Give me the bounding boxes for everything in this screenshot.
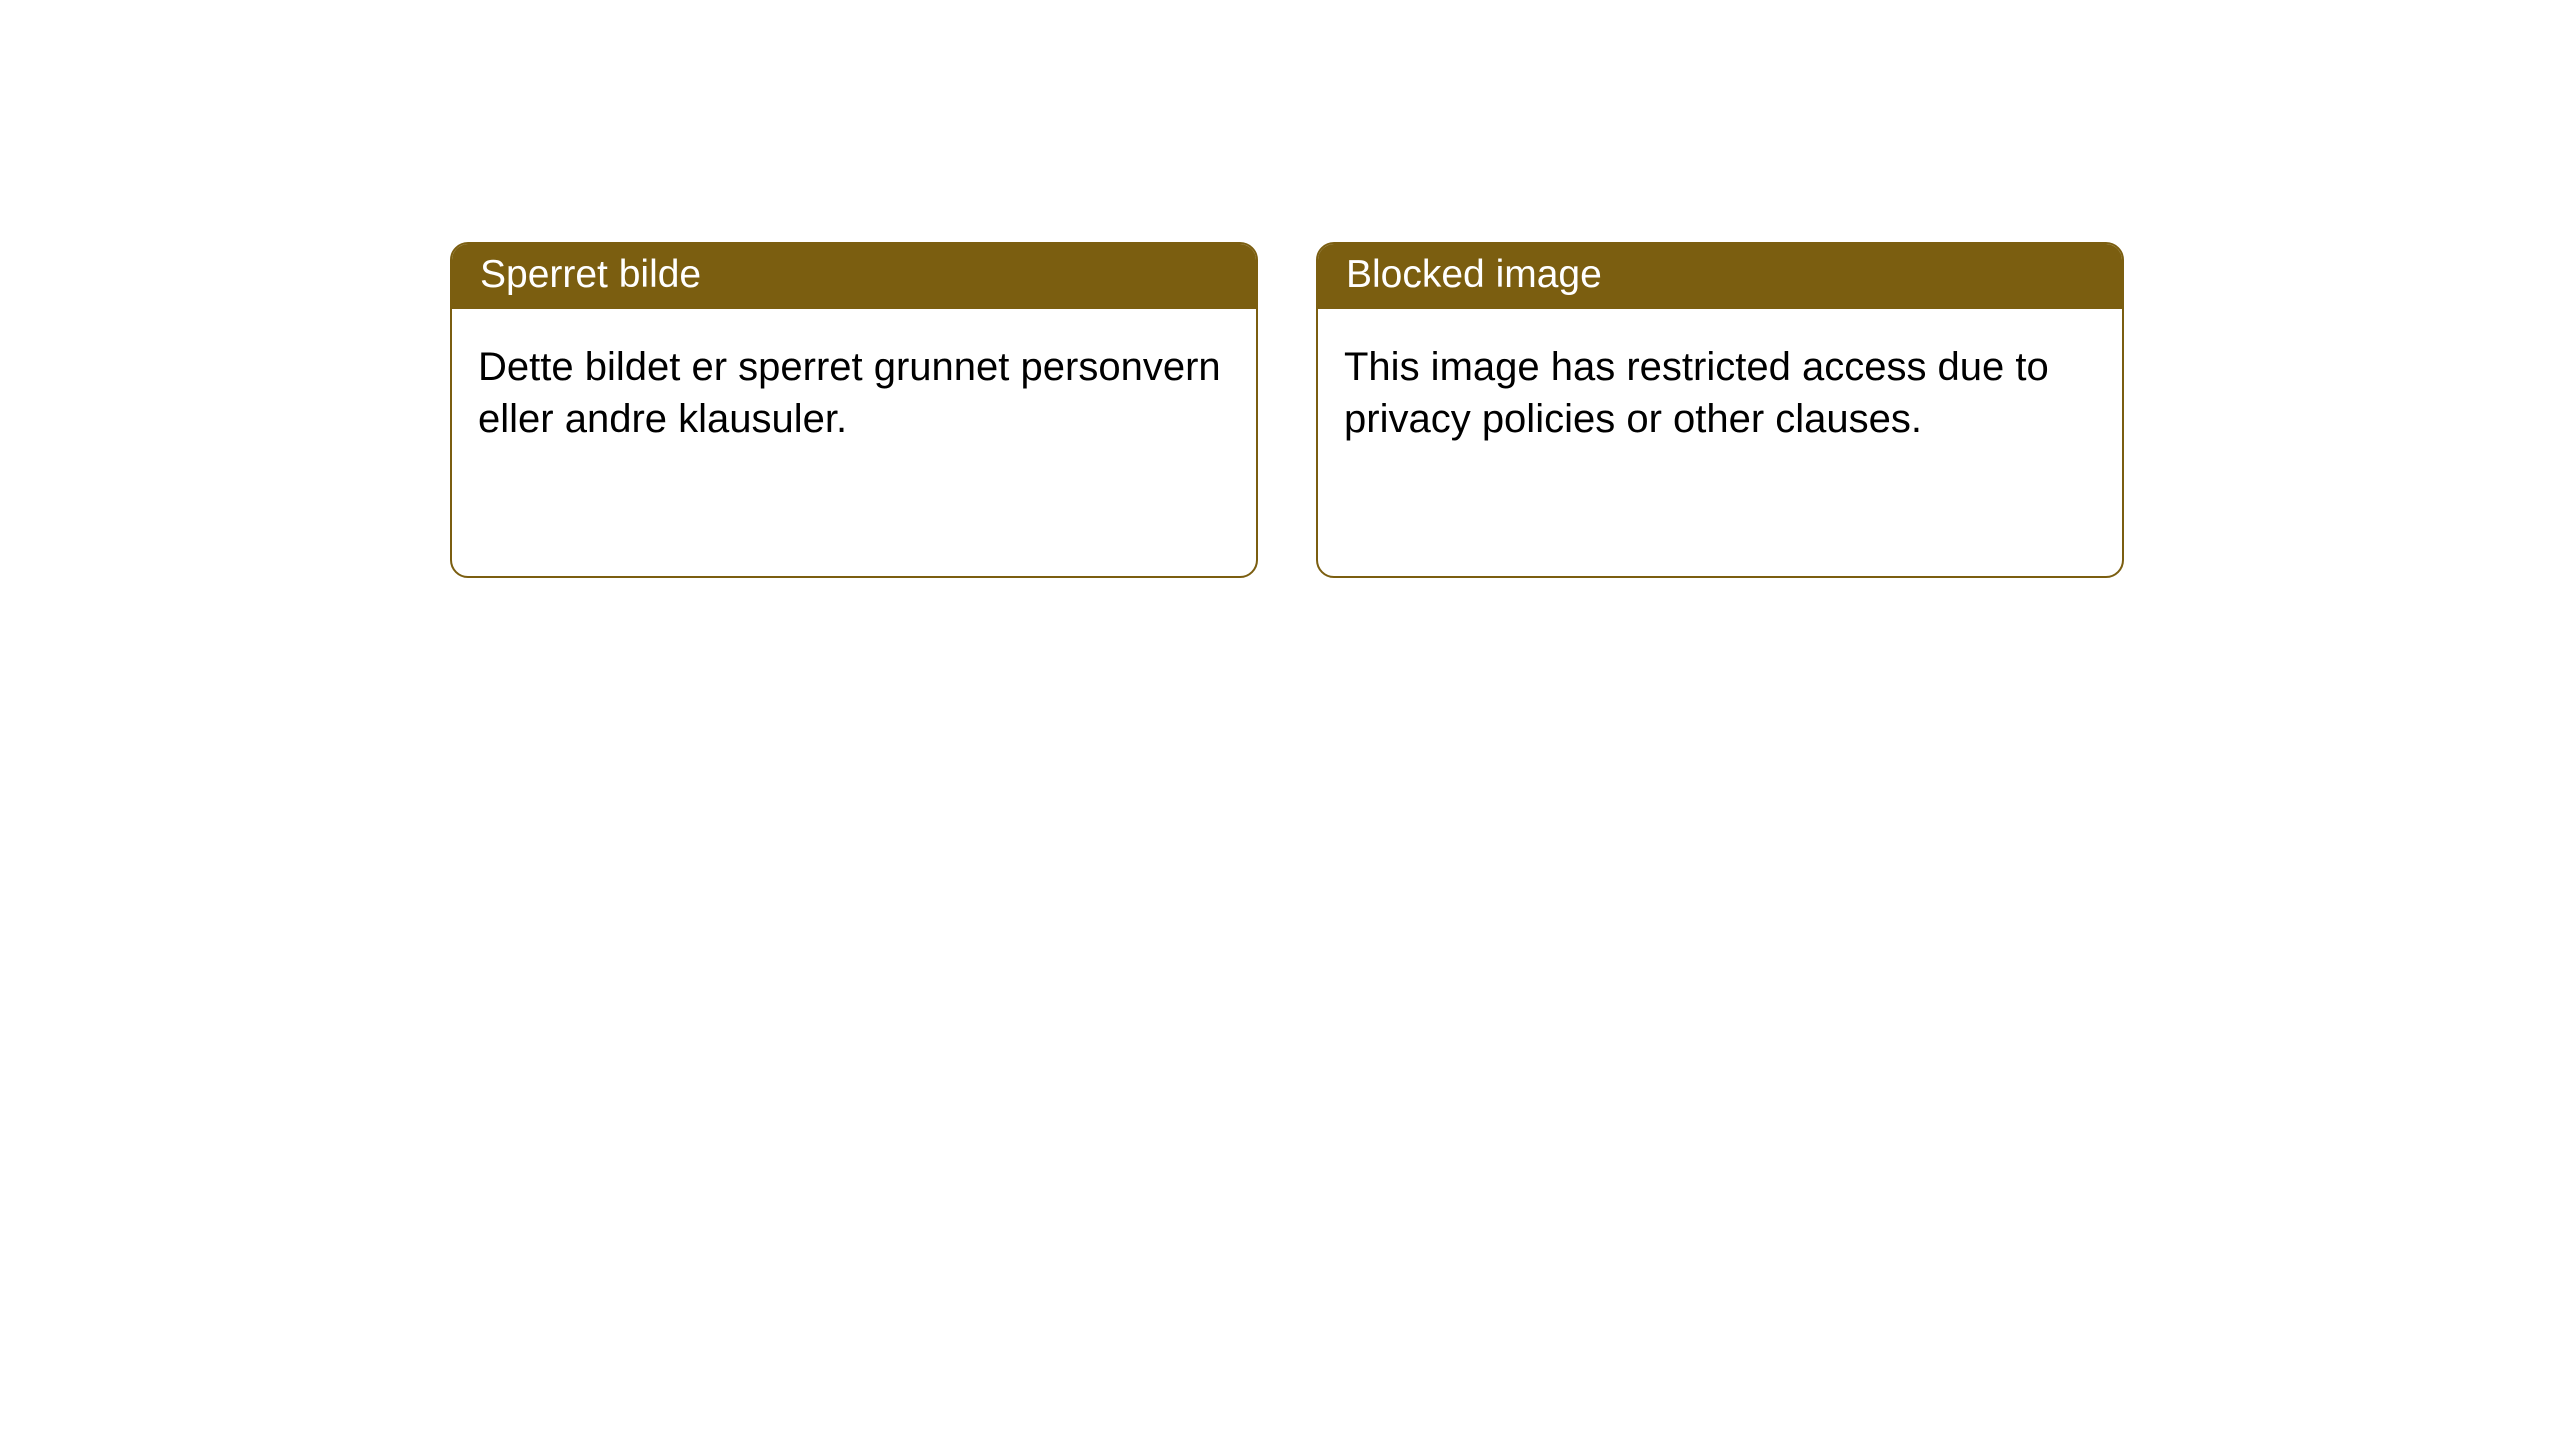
notice-body: This image has restricted access due to … xyxy=(1318,309,2122,475)
notice-body-text: Dette bildet er sperret grunnet personve… xyxy=(478,345,1221,441)
notice-title: Blocked image xyxy=(1346,253,1602,296)
notice-header: Sperret bilde xyxy=(452,244,1256,309)
notice-box-norwegian: Sperret bilde Dette bildet er sperret gr… xyxy=(450,242,1258,578)
notice-header: Blocked image xyxy=(1318,244,2122,309)
notice-body-text: This image has restricted access due to … xyxy=(1344,345,2049,441)
notice-container: Sperret bilde Dette bildet er sperret gr… xyxy=(0,0,2560,578)
notice-body: Dette bildet er sperret grunnet personve… xyxy=(452,309,1256,475)
notice-title: Sperret bilde xyxy=(480,253,701,296)
notice-box-english: Blocked image This image has restricted … xyxy=(1316,242,2124,578)
